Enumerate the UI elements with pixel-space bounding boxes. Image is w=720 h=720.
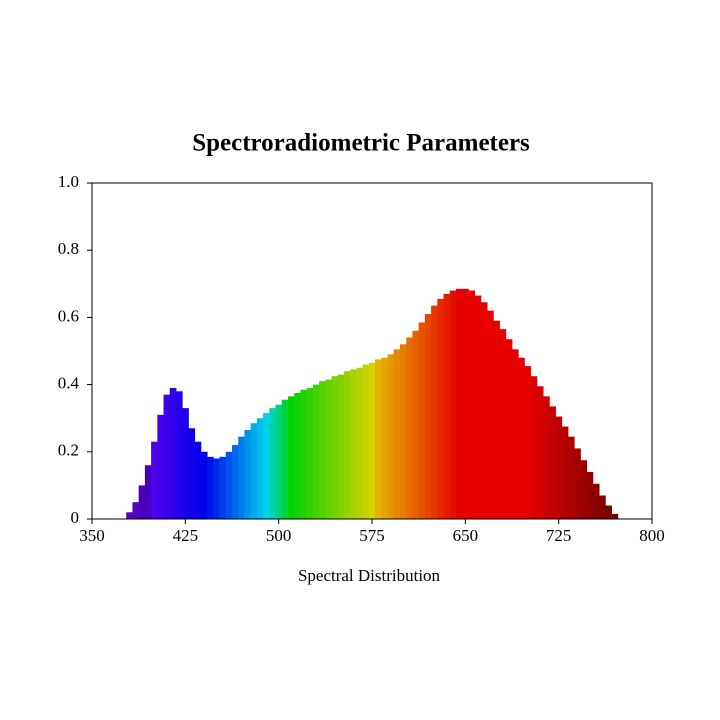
spectrum-bar xyxy=(356,367,364,519)
spectrum-bar xyxy=(524,366,532,519)
spectrum-bar xyxy=(244,429,252,519)
y-tick-label: 0 xyxy=(71,508,80,527)
x-tick-label: 425 xyxy=(173,526,199,545)
spectrum-bar xyxy=(207,456,214,519)
spectrum-bar xyxy=(306,387,314,519)
spectrum-bar xyxy=(194,441,202,519)
spectrum-bar xyxy=(499,329,507,519)
spectrum-bar xyxy=(387,354,395,519)
spectrum-bar xyxy=(256,418,264,519)
x-tick-label: 500 xyxy=(266,526,292,545)
spectrum-bar xyxy=(294,393,301,519)
x-tick-label: 800 xyxy=(639,526,665,545)
spectrum-bar xyxy=(474,295,482,519)
spectrum-bar xyxy=(182,408,189,519)
spectrum-bar xyxy=(238,436,245,519)
spectrum-bar xyxy=(418,322,426,519)
spectrum-bar xyxy=(138,485,146,519)
spectrum-bar xyxy=(300,389,308,519)
spectrum-bar xyxy=(250,423,258,519)
spectrum-bar xyxy=(561,426,569,519)
spectrum-bar xyxy=(232,445,239,519)
spectrum-bar xyxy=(480,302,488,519)
spectrum-bar xyxy=(611,513,619,519)
spectrum-bar xyxy=(393,349,401,519)
spectrum-bar xyxy=(312,384,320,519)
spectrum-bar xyxy=(568,436,575,519)
spectrum-bar xyxy=(163,394,171,519)
spectrum-bar xyxy=(288,396,295,519)
spectrum-bar xyxy=(456,288,463,519)
spectrum-bar xyxy=(213,458,220,519)
spectrum-bar xyxy=(381,357,388,519)
spectrum-bar xyxy=(151,441,158,519)
spectrum-bar xyxy=(536,386,544,519)
spectrum-bar xyxy=(574,448,581,519)
y-tick-label: 0.8 xyxy=(58,239,79,258)
spectrum-bar xyxy=(493,320,500,519)
spectrum-bar xyxy=(331,376,339,519)
y-tick-label: 0.4 xyxy=(58,374,80,393)
spectrum-bar xyxy=(275,404,283,519)
chart-title: Spectroradiometric Parameters xyxy=(192,130,530,157)
spectrum-bar xyxy=(512,349,519,519)
spectrum-bar xyxy=(319,381,326,519)
spectrum-bar xyxy=(157,414,164,519)
spectrum-bar xyxy=(599,495,606,519)
spectrum-bar xyxy=(543,396,550,519)
spectrum-bar xyxy=(200,451,208,519)
y-tick-label: 1.0 xyxy=(58,172,79,191)
spectrum-bar xyxy=(188,428,196,519)
x-tick-label: 350 xyxy=(79,526,105,545)
spectrum-bar xyxy=(549,406,556,519)
spectrum-bar xyxy=(126,512,133,519)
spectrum-bar xyxy=(555,416,563,519)
spectrum-bar xyxy=(169,387,177,519)
spectrum-bar xyxy=(518,357,525,519)
spectrum-bar xyxy=(368,362,376,519)
spectrum-area xyxy=(126,288,619,519)
x-tick-label: 725 xyxy=(546,526,572,545)
spectrum-bar xyxy=(375,359,382,519)
spectrum-bar xyxy=(337,374,345,519)
x-tick-label: 650 xyxy=(453,526,479,545)
spectrum-bar xyxy=(263,413,270,519)
spectrum-bar xyxy=(269,408,276,519)
spectrum-bar xyxy=(176,391,183,519)
spectrum-bar xyxy=(400,344,407,519)
spectrum-bar xyxy=(144,465,152,519)
spectrum-bar xyxy=(281,399,289,519)
spectrum-bar xyxy=(132,502,140,519)
spectrum-bar xyxy=(530,376,538,519)
spectrum-bar xyxy=(505,339,513,519)
y-tick-label: 0.2 xyxy=(58,441,79,460)
y-tick-label: 0.6 xyxy=(58,306,79,325)
spectrum-bar xyxy=(412,330,420,519)
spectrum-bar xyxy=(406,337,413,519)
spectrum-bar xyxy=(580,460,588,519)
spectrum-bar xyxy=(437,298,444,519)
spectrum-bar xyxy=(431,305,438,519)
spectrum-bar xyxy=(586,471,594,519)
spectrum-bar xyxy=(225,451,233,519)
spectrum-bar xyxy=(605,505,612,519)
spectrum-bar xyxy=(462,288,469,519)
x-axis-label: Spectral Distribution xyxy=(298,566,441,585)
spectrum-bar xyxy=(443,293,451,519)
spectrum-bar xyxy=(325,379,332,519)
spectrum-bar xyxy=(424,314,432,519)
spectrum-bar xyxy=(350,369,357,519)
spectrum-bar xyxy=(219,456,227,519)
spectrum-bar xyxy=(487,310,494,519)
spectrum-bar xyxy=(362,364,370,519)
spectrum-bar xyxy=(592,483,600,519)
spectrum-bar xyxy=(449,290,457,519)
x-tick-label: 575 xyxy=(359,526,385,545)
spectrum-bar xyxy=(468,290,476,519)
spectrum-bar xyxy=(344,371,351,519)
